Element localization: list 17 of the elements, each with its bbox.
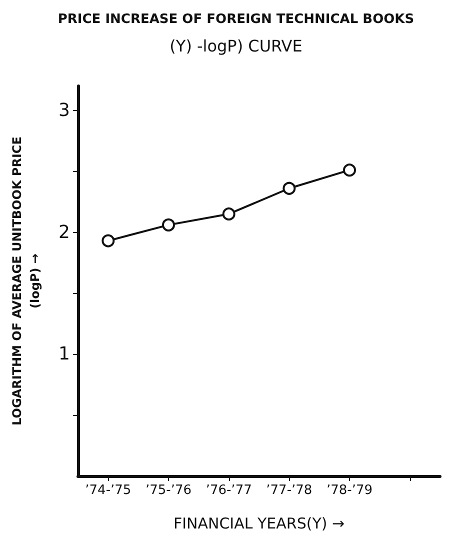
y-tick-label: 3 [58,100,70,121]
y-tick-label: 2 [58,222,70,243]
x-tick-label: ’77-’78 [266,483,312,498]
chart-title: PRICE INCREASE OF FOREIGN TECHNICAL BOOKS [58,12,414,27]
y-tick-label: 1 [58,344,70,365]
point [282,182,296,195]
chart-subtitle: (Y) -logP) CURVE [170,36,302,56]
y-axis-title: LOGARITHM OF AVERAGE UNITBOOK PRICE (logP) → [10,136,42,426]
x-tick-label: ’76-’77 [206,483,252,498]
x-tick-label: ’74-’75 [85,483,132,498]
x-tick-label: ’78-’79 [326,483,373,498]
point [222,207,236,220]
point [102,234,115,248]
point [343,164,356,177]
x-tick-label: ’75-’76 [145,483,192,498]
x-axis-title: FINANCIAL YEARS(Y) → [173,514,345,532]
point [162,218,175,232]
